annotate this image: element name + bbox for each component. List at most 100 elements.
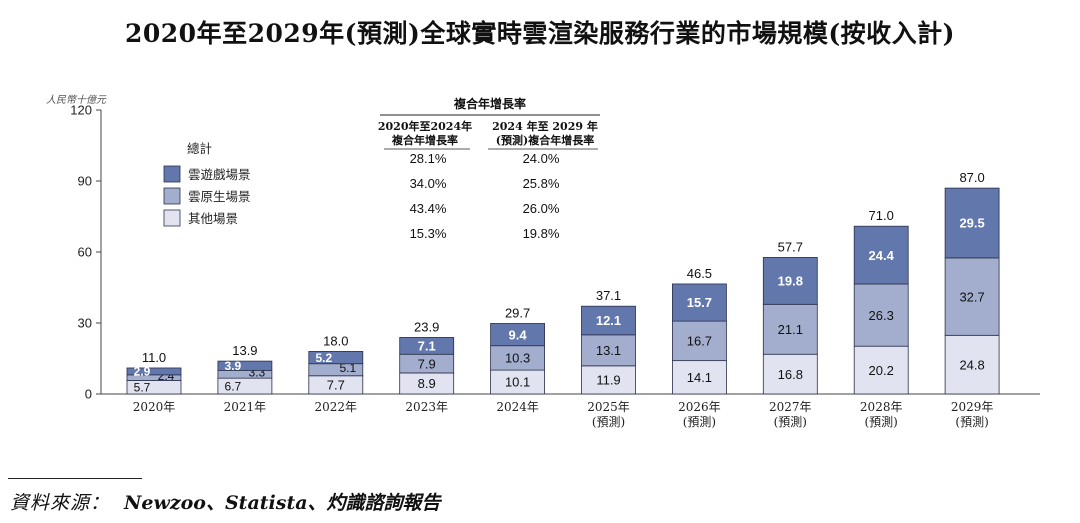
data-label: 11.9 bbox=[596, 373, 620, 388]
x-tick-label: (預測) bbox=[955, 415, 988, 429]
data-label: 10.3 bbox=[505, 351, 530, 366]
bar-segment bbox=[308, 350, 364, 365]
legend-label: 雲原生場景 bbox=[188, 189, 251, 204]
data-label: 5.2 bbox=[315, 351, 332, 365]
legend-swatch bbox=[163, 165, 181, 183]
total-label: 57.7 bbox=[778, 239, 803, 254]
bar-segment bbox=[944, 187, 1000, 259]
bar-segment bbox=[126, 367, 182, 376]
total-label: 11.0 bbox=[142, 350, 166, 365]
data-label: 16.8 bbox=[778, 367, 803, 382]
cagr-value: 24.0% bbox=[523, 151, 560, 166]
bar-segment bbox=[672, 320, 727, 362]
bar-segment bbox=[762, 353, 818, 395]
bar-segment bbox=[762, 303, 818, 355]
legend-title: 總計 bbox=[187, 141, 212, 156]
data-label: 20.2 bbox=[869, 363, 894, 378]
legend-label: 雲遊戲場景 bbox=[188, 167, 251, 182]
x-tick-label: 2028年 bbox=[860, 400, 903, 414]
cagr-table-title: 複合年增長率 bbox=[453, 96, 526, 111]
data-label: 3.9 bbox=[225, 359, 242, 373]
data-label: 5.1 bbox=[339, 361, 356, 375]
data-label: 15.7 bbox=[687, 295, 712, 310]
legend-swatch bbox=[163, 209, 181, 227]
x-tick-label: 2029年 bbox=[951, 400, 994, 414]
data-label: 8.9 bbox=[418, 376, 436, 391]
y-tick-label: 120 bbox=[70, 103, 92, 118]
bar-segment bbox=[581, 305, 636, 336]
bar-segment bbox=[490, 345, 546, 371]
bar-segment bbox=[217, 360, 273, 371]
total-label: 29.7 bbox=[505, 306, 530, 321]
data-label: 7.1 bbox=[418, 339, 436, 354]
total-label: 46.5 bbox=[687, 266, 712, 281]
data-label: 5.7 bbox=[134, 381, 151, 395]
total-label: 13.9 bbox=[232, 343, 257, 358]
y-tick-label: 0 bbox=[85, 387, 92, 402]
cagr-col2-header: 2024 年至 2029 年 bbox=[492, 119, 598, 133]
x-tick-label: 2023年 bbox=[405, 400, 448, 414]
data-label: 12.1 bbox=[596, 313, 621, 328]
y-axis-unit-label: 人民幣十億元 bbox=[46, 95, 106, 106]
bar-segment bbox=[581, 334, 636, 367]
source-divider bbox=[8, 478, 142, 479]
cagr-col1-header: 複合年增長率 bbox=[391, 133, 458, 147]
bar-segment bbox=[853, 283, 909, 347]
total-label: 87.0 bbox=[959, 170, 984, 185]
source-value: Newzoo、Statista、灼識諮詢報告 bbox=[124, 492, 441, 514]
bar-segment bbox=[399, 337, 455, 355]
x-tick-label: (預測) bbox=[592, 415, 625, 429]
bar-segment bbox=[944, 334, 1000, 395]
total-label: 71.0 bbox=[869, 208, 894, 223]
bar-segment bbox=[490, 323, 546, 347]
x-tick-label: 2022年 bbox=[315, 400, 358, 414]
data-label: 26.3 bbox=[869, 308, 894, 323]
legend-swatch bbox=[163, 187, 181, 205]
data-label: 24.8 bbox=[959, 357, 984, 372]
data-label: 21.1 bbox=[778, 322, 803, 337]
legend-label: 其他場景 bbox=[188, 211, 238, 226]
chart-title: 2020年至2029年(預測)全球實時雲渲染服務行業的市場規模(按收入計) bbox=[125, 19, 955, 48]
cagr-value: 28.1% bbox=[410, 151, 447, 166]
total-label: 37.1 bbox=[596, 288, 621, 303]
data-label: 16.7 bbox=[687, 334, 712, 349]
x-tick-label: (預測) bbox=[865, 415, 898, 429]
x-tick-label: 2027年 bbox=[769, 400, 812, 414]
cagr-value: 19.8% bbox=[523, 226, 560, 241]
cagr-value: 15.3% bbox=[410, 226, 447, 241]
bar-segment bbox=[853, 345, 909, 395]
bar-segment bbox=[853, 225, 909, 285]
data-label: 7.7 bbox=[327, 378, 345, 393]
total-label: 18.0 bbox=[323, 333, 348, 348]
data-label: 32.7 bbox=[959, 289, 984, 304]
cagr-value: 26.0% bbox=[523, 201, 560, 216]
data-label: 19.8 bbox=[778, 274, 803, 289]
data-label: 13.1 bbox=[596, 343, 621, 358]
data-label: 10.1 bbox=[505, 375, 530, 390]
source-note: 資料來源： Newzoo、Statista、灼識諮詢報告 bbox=[10, 488, 441, 515]
y-tick-label: 90 bbox=[78, 174, 92, 189]
data-label: 2.9 bbox=[134, 365, 151, 379]
total-label: 23.9 bbox=[414, 319, 439, 334]
x-tick-label: 2020年 bbox=[133, 400, 176, 414]
source-label: 資料來源： bbox=[10, 492, 111, 514]
data-label: 7.9 bbox=[418, 356, 436, 371]
x-tick-label: 2026年 bbox=[678, 400, 721, 414]
stacked-bar-chart: 03060901205.72.42.911.02020年6.73.33.913.… bbox=[70, 96, 1040, 429]
y-tick-label: 30 bbox=[78, 316, 92, 331]
cagr-col2-header: (預測)複合年增長率 bbox=[496, 133, 594, 147]
x-tick-label: 2024年 bbox=[496, 400, 539, 414]
y-tick-label: 60 bbox=[78, 245, 92, 260]
bar-segment bbox=[762, 257, 818, 305]
data-label: 14.1 bbox=[687, 370, 712, 385]
x-tick-label: 2021年 bbox=[224, 400, 267, 414]
bar-segment bbox=[672, 360, 727, 395]
data-label: 24.4 bbox=[869, 248, 895, 263]
x-tick-label: 2025年 bbox=[587, 400, 630, 414]
data-label: 29.5 bbox=[959, 216, 984, 231]
data-label: 9.4 bbox=[509, 327, 528, 342]
x-tick-label: (預測) bbox=[774, 415, 807, 429]
bar-segment bbox=[672, 283, 727, 322]
cagr-value: 34.0% bbox=[410, 176, 447, 191]
x-tick-label: (預測) bbox=[683, 415, 716, 429]
